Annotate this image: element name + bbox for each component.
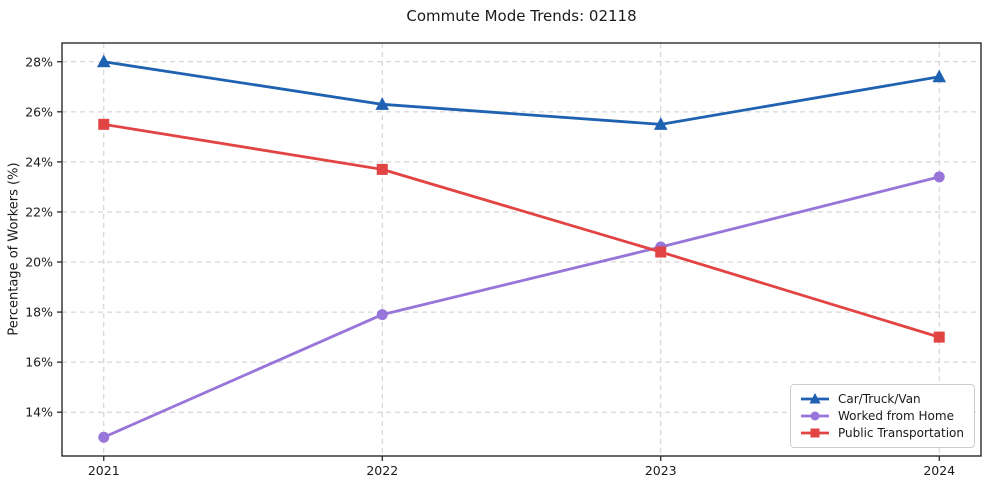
- y-tick-label: 26%: [25, 104, 53, 119]
- data-point-marker: [98, 431, 110, 443]
- y-tick-label: 22%: [25, 204, 53, 219]
- x-tick-label: 2021: [88, 463, 120, 478]
- x-tick-label: 2024: [923, 463, 955, 478]
- data-point-marker: [375, 97, 390, 110]
- legend-item-public-transportation: Public Transportation: [800, 426, 964, 440]
- y-tick-label: 16%: [25, 355, 53, 370]
- y-tick-label: 28%: [25, 54, 53, 69]
- data-point-marker: [933, 171, 945, 183]
- y-tick-label: 24%: [25, 154, 53, 169]
- x-tick-label: 2022: [366, 463, 398, 478]
- y-tick-label: 18%: [25, 305, 53, 320]
- y-tick-label: 20%: [25, 255, 53, 270]
- data-point-marker: [933, 331, 945, 343]
- legend-label-worked-from-home: Worked from Home: [838, 409, 954, 423]
- legend-label-public-transportation: Public Transportation: [838, 426, 964, 440]
- data-point-marker: [653, 117, 668, 130]
- legend-item-car-truck-van: Car/Truck/Van: [800, 392, 964, 406]
- legend-label-car-truck-van: Car/Truck/Van: [838, 392, 921, 406]
- plot-border: [61, 42, 982, 457]
- series-line: [102, 122, 941, 339]
- chart-title: Commute Mode Trends: 02118: [406, 7, 637, 25]
- y-axis-title: Percentage of Workers (%): [6, 162, 22, 336]
- legend-sample-marker: [810, 428, 820, 438]
- series-line: [102, 175, 941, 439]
- data-point-marker: [376, 163, 388, 175]
- legend-line-marker-sample-circle-icon: [801, 411, 830, 421]
- x-tick-label: 2023: [645, 463, 677, 478]
- data-point-marker: [96, 54, 111, 68]
- legend-item-worked-from-home: Worked from Home: [800, 409, 964, 423]
- series-line: [102, 60, 941, 126]
- data-point-marker: [655, 246, 667, 258]
- legend-sample-marker: [809, 393, 821, 404]
- data-point-marker: [98, 118, 110, 130]
- legend-line-marker-sample-square-icon: [801, 428, 830, 438]
- legend-line-marker-sample-triangle-icon: [801, 393, 830, 404]
- data-point-marker: [376, 309, 388, 321]
- legend: Car/Truck/Van Worked from Home Public Tr…: [790, 384, 975, 448]
- legend-sample-marker: [810, 411, 820, 421]
- y-tick-label: 14%: [25, 405, 53, 420]
- data-point-marker: [932, 69, 947, 83]
